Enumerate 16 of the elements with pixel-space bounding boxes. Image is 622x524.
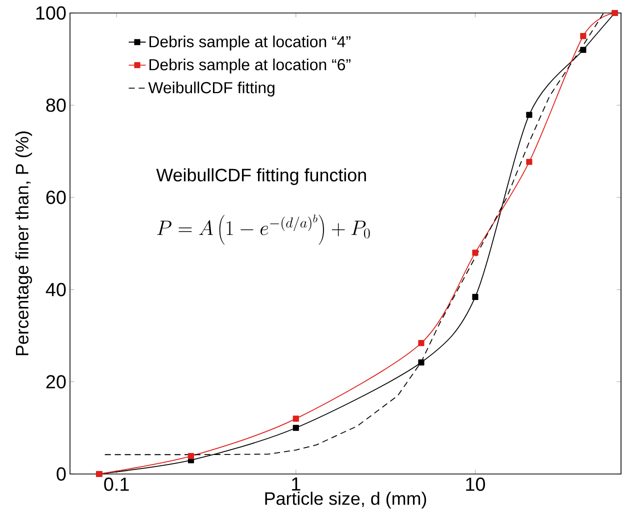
y-tick-label: 0 [56,467,66,481]
annotation: WeibullCDF fitting function [156,168,366,185]
legend-label: Debris sample at location “4” [150,36,350,50]
y-tick-label: 80 [46,98,66,112]
annotation: $P = A\left(1 - e^{-(d/a)^{b}}\right) + P_{0}$ [157,214,370,245]
y-tick-label: 20 [46,375,66,388]
x-tick-label: 0.1 [104,478,129,491]
y-tick-label: 40 [46,282,66,296]
x-tick-label: 10 [466,478,486,491]
y-tick-label: 100 [36,6,66,20]
x-tick-label: 1 [292,478,300,491]
legend-label: WeibullCDF fitting [148,82,274,96]
legend-label: Debris sample at location “6” [150,58,350,74]
x-axis-title: Particle size, d (mm) [265,492,426,508]
y-tick-label: 60 [46,190,66,204]
y-axis-title: Percentage finer than, P (%) [15,131,32,356]
